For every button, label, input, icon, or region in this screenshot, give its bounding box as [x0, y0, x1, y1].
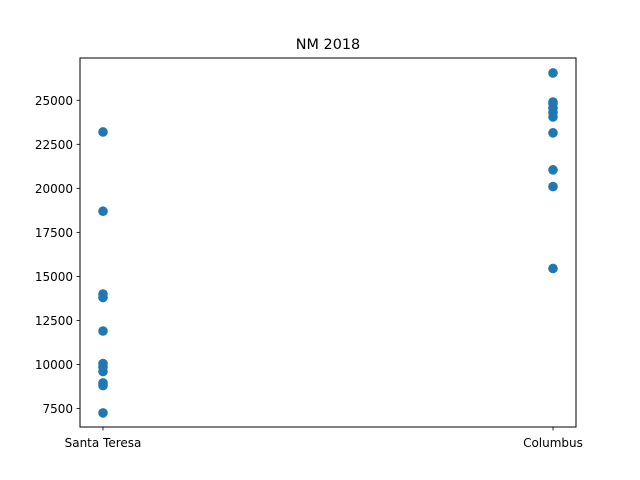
- data-point: [98, 292, 108, 303]
- data-point: [98, 206, 108, 217]
- x-axis: Santa Teresa Columbus: [65, 427, 583, 450]
- x-tick-label: Columbus: [523, 436, 583, 450]
- y-tick-label: 10000: [35, 358, 73, 372]
- chart-title: NM 2018: [296, 37, 360, 53]
- y-tick-label: 17500: [35, 226, 73, 240]
- data-point: [548, 68, 558, 78]
- data-point: [98, 408, 108, 418]
- data-point: [98, 326, 108, 336]
- y-tick-label: 25000: [35, 94, 73, 108]
- y-tick-label: 20000: [35, 182, 73, 196]
- data-point: [548, 263, 558, 274]
- data-point: [548, 112, 558, 122]
- plot-frame: [79, 57, 577, 428]
- y-axis: 7500 10000 12500 15000 17500 20000 22500 25000: [35, 94, 80, 416]
- data-point: [548, 128, 558, 138]
- data-point: [98, 127, 108, 137]
- plot-marks: [98, 68, 558, 418]
- y-tick-label: 12500: [35, 314, 73, 328]
- data-point: [548, 181, 558, 192]
- x-tick-label: Santa Teresa: [65, 436, 142, 450]
- y-tick-label: 15000: [35, 270, 73, 284]
- data-point: [98, 366, 108, 377]
- data-point: [98, 380, 108, 391]
- y-tick-label: 7500: [42, 402, 73, 416]
- y-tick-label: 22500: [35, 138, 73, 152]
- data-point: [548, 165, 558, 175]
